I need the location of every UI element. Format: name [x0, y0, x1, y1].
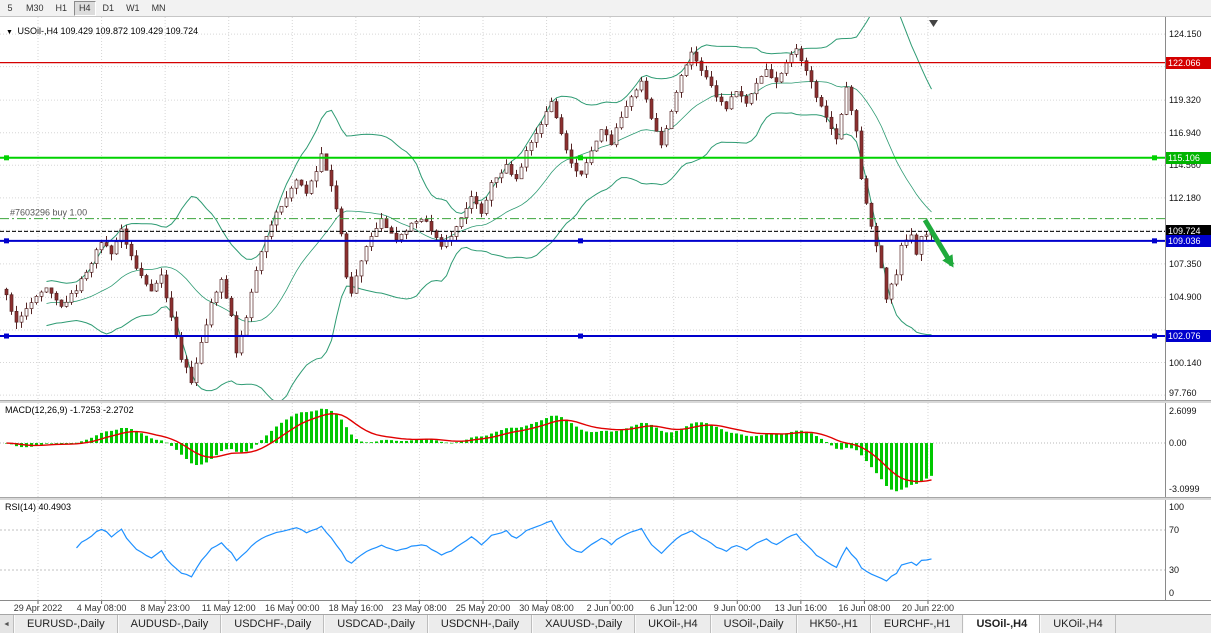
- macd-histogram: [5, 408, 933, 492]
- tab-scroll-left-button[interactable]: ◄: [0, 615, 14, 633]
- chart-tab-usdcnh-daily[interactable]: USDCNH-,Daily: [427, 615, 533, 633]
- time-axis-label: 8 May 23:00: [140, 603, 190, 613]
- time-axis-label: 20 Jun 22:00: [901, 603, 954, 613]
- timeframe-button-D1[interactable]: D1: [102, 3, 115, 13]
- price-axis-label: 97.760: [1169, 388, 1197, 398]
- price-badge-102.076: 102.076: [1166, 330, 1211, 343]
- price-axis-label: 119.320: [1169, 95, 1201, 106]
- time-axis-label: 18 May 16:00: [328, 603, 384, 613]
- time-axis-label: 16 Jun 08:00: [838, 603, 891, 613]
- main-chart-panel: #7603296 buy 1.00 ▼ USOil-,H4 109.429 10…: [0, 17, 1211, 400]
- symbol-menu-icon[interactable]: ▼: [6, 29, 13, 36]
- price-axis[interactable]: 124.150 119.320 116.940 114.560 112.180 107.3…: [1165, 17, 1211, 400]
- rsi-axis-label: 100: [1169, 502, 1185, 512]
- bollinger-middle-band: [46, 81, 932, 323]
- macd-signal-line: [6, 413, 932, 483]
- chart-tab-eurchf-h1[interactable]: EURCHF-,H1: [870, 615, 964, 633]
- chart-tab-audusd-daily[interactable]: AUDUSD-,Daily: [117, 615, 222, 633]
- candles: [4, 44, 934, 386]
- chart-tab-usoil-daily[interactable]: USOil-,Daily: [710, 615, 797, 633]
- support-line-102-handle[interactable]: [1152, 333, 1157, 339]
- price-badge-115.106: 115.106: [1166, 151, 1211, 164]
- chart-tab-ukoil-h4[interactable]: UKOil-,H4: [1040, 615, 1116, 633]
- support-line-109-handle[interactable]: [578, 238, 583, 244]
- rsi-plot[interactable]: [0, 500, 1165, 600]
- time-axis-label: 2 Jun 00:00: [586, 603, 634, 613]
- macd-axis-label: 2.6099: [1169, 406, 1197, 416]
- timeframe-button-H1[interactable]: H1: [55, 3, 68, 13]
- bollinger-upper-band: [46, 17, 932, 284]
- time-axis-label: 9 Jun 00:00: [713, 603, 761, 613]
- price-axis-label: 100.140: [1169, 357, 1202, 368]
- macd-label: MACD(12,26,9) -1.7253 -2.2702: [5, 405, 134, 415]
- down-trend-arrow[interactable]: [922, 218, 955, 268]
- timeframe-button-MN[interactable]: MN: [151, 3, 166, 13]
- support-line-102-handle[interactable]: [4, 333, 9, 339]
- price-axis-label: 124.150: [1169, 29, 1202, 40]
- support-line-109-handle[interactable]: [4, 238, 9, 244]
- resistance-line-115-handle[interactable]: [578, 155, 583, 161]
- chart-tab-hk50-h1[interactable]: HK50-,H1: [796, 615, 871, 633]
- macd-plot[interactable]: [0, 403, 1165, 497]
- price-badge-109.724: 109.724: [1166, 225, 1211, 238]
- price-axis-label: 116.940: [1169, 127, 1201, 138]
- price-badge-122.066: 122.066: [1166, 56, 1211, 69]
- buy-order-label: #7603296 buy 1.00: [10, 208, 87, 218]
- time-axis[interactable]: 29 Apr 2022 4 May 08:00 8 May 23:00 11 May …: [0, 600, 1211, 614]
- timeframe-button-5[interactable]: 5: [7, 3, 13, 13]
- chart-tab-eurusd-daily[interactable]: EURUSD-,Daily: [14, 615, 118, 633]
- timeframe-button-M30[interactable]: M30: [26, 3, 44, 13]
- price-axis-label: 107.350: [1169, 258, 1202, 269]
- time-axis-label: 13 Jun 16:00: [774, 603, 827, 613]
- timeframe-toolbar: 5 M30 H1 H4 D1 W1 MN: [0, 0, 1211, 17]
- macd-axis[interactable]: 2.6099 0.00 -3.0999: [1165, 403, 1211, 497]
- candlestick-chart[interactable]: #7603296 buy 1.00: [0, 17, 1165, 400]
- time-axis-label: 4 May 08:00: [76, 603, 127, 613]
- time-axis-label: 16 May 00:00: [264, 603, 320, 613]
- chart-tab-usdchf-daily[interactable]: USDCHF-,Daily: [221, 615, 325, 633]
- resistance-line-115-handle[interactable]: [4, 155, 9, 161]
- time-axis-label: 25 May 20:00: [455, 603, 511, 613]
- support-line-109-handle[interactable]: [1152, 238, 1157, 244]
- chart-tab-usoil-h4[interactable]: USOil-,H4: [963, 615, 1041, 633]
- chart-shift-marker-icon[interactable]: [929, 20, 938, 27]
- chart-ohlc-values: 109.429 109.872 109.429 109.724: [60, 26, 199, 36]
- macd-panel: MACD(12,26,9) -1.7253 -2.2702 2.6099 0.00…: [0, 403, 1211, 497]
- chart-tab-usdcad-daily[interactable]: USDCAD-,Daily: [324, 615, 428, 633]
- rsi-panel: RSI(14) 40.4903 100 70 30 0: [0, 500, 1211, 600]
- rsi-line: [76, 520, 932, 582]
- panel-splitter[interactable]: [0, 400, 1211, 403]
- timeframe-button-W1[interactable]: W1: [126, 3, 140, 13]
- chart-tabs-bar: ◄ EURUSD-,Daily AUDUSD-,Daily USDCHF-,Daily…: [0, 614, 1211, 633]
- time-axis-label: 6 Jun 12:00: [650, 603, 698, 613]
- timeframe-button-H4[interactable]: H4: [74, 0, 96, 16]
- rsi-axis-label: 70: [1169, 525, 1180, 535]
- time-axis-label: 29 Apr 2022: [13, 603, 63, 613]
- chart-tab-xauusd-daily[interactable]: XAUUSD-,Daily: [532, 615, 636, 633]
- chart-tab-ukoil-h4[interactable]: UKOil-,H4: [635, 615, 711, 633]
- rsi-axis-label: 0: [1169, 588, 1175, 598]
- time-axis-label: 23 May 08:00: [392, 603, 447, 613]
- support-line-102-handle[interactable]: [578, 333, 583, 339]
- rsi-label: RSI(14) 40.4903: [5, 502, 72, 512]
- price-axis-label: 112.180: [1169, 192, 1201, 203]
- chart-header: ▼ USOil-,H4 109.429 109.872 109.429 109.…: [6, 26, 198, 36]
- time-axis-label: 11 May 12:00: [201, 603, 256, 613]
- price-axis-label: 104.900: [1169, 292, 1202, 303]
- macd-axis-label: -3.0999: [1169, 484, 1200, 494]
- resistance-line-115-handle[interactable]: [1152, 155, 1157, 161]
- macd-axis-label: 0.00: [1169, 438, 1187, 449]
- price-axis-label: 114.560: [1169, 160, 1201, 171]
- panel-splitter-2[interactable]: [0, 497, 1211, 500]
- price-badge-109.036: 109.036: [1166, 234, 1211, 247]
- rsi-axis-label: 30: [1169, 565, 1180, 575]
- rsi-axis[interactable]: 100 70 30 0: [1165, 500, 1211, 600]
- time-axis-label: 30 May 08:00: [519, 603, 574, 613]
- chart-symbol-label: USOil-,H4: [17, 26, 58, 36]
- bollinger-lower-band: [46, 112, 932, 400]
